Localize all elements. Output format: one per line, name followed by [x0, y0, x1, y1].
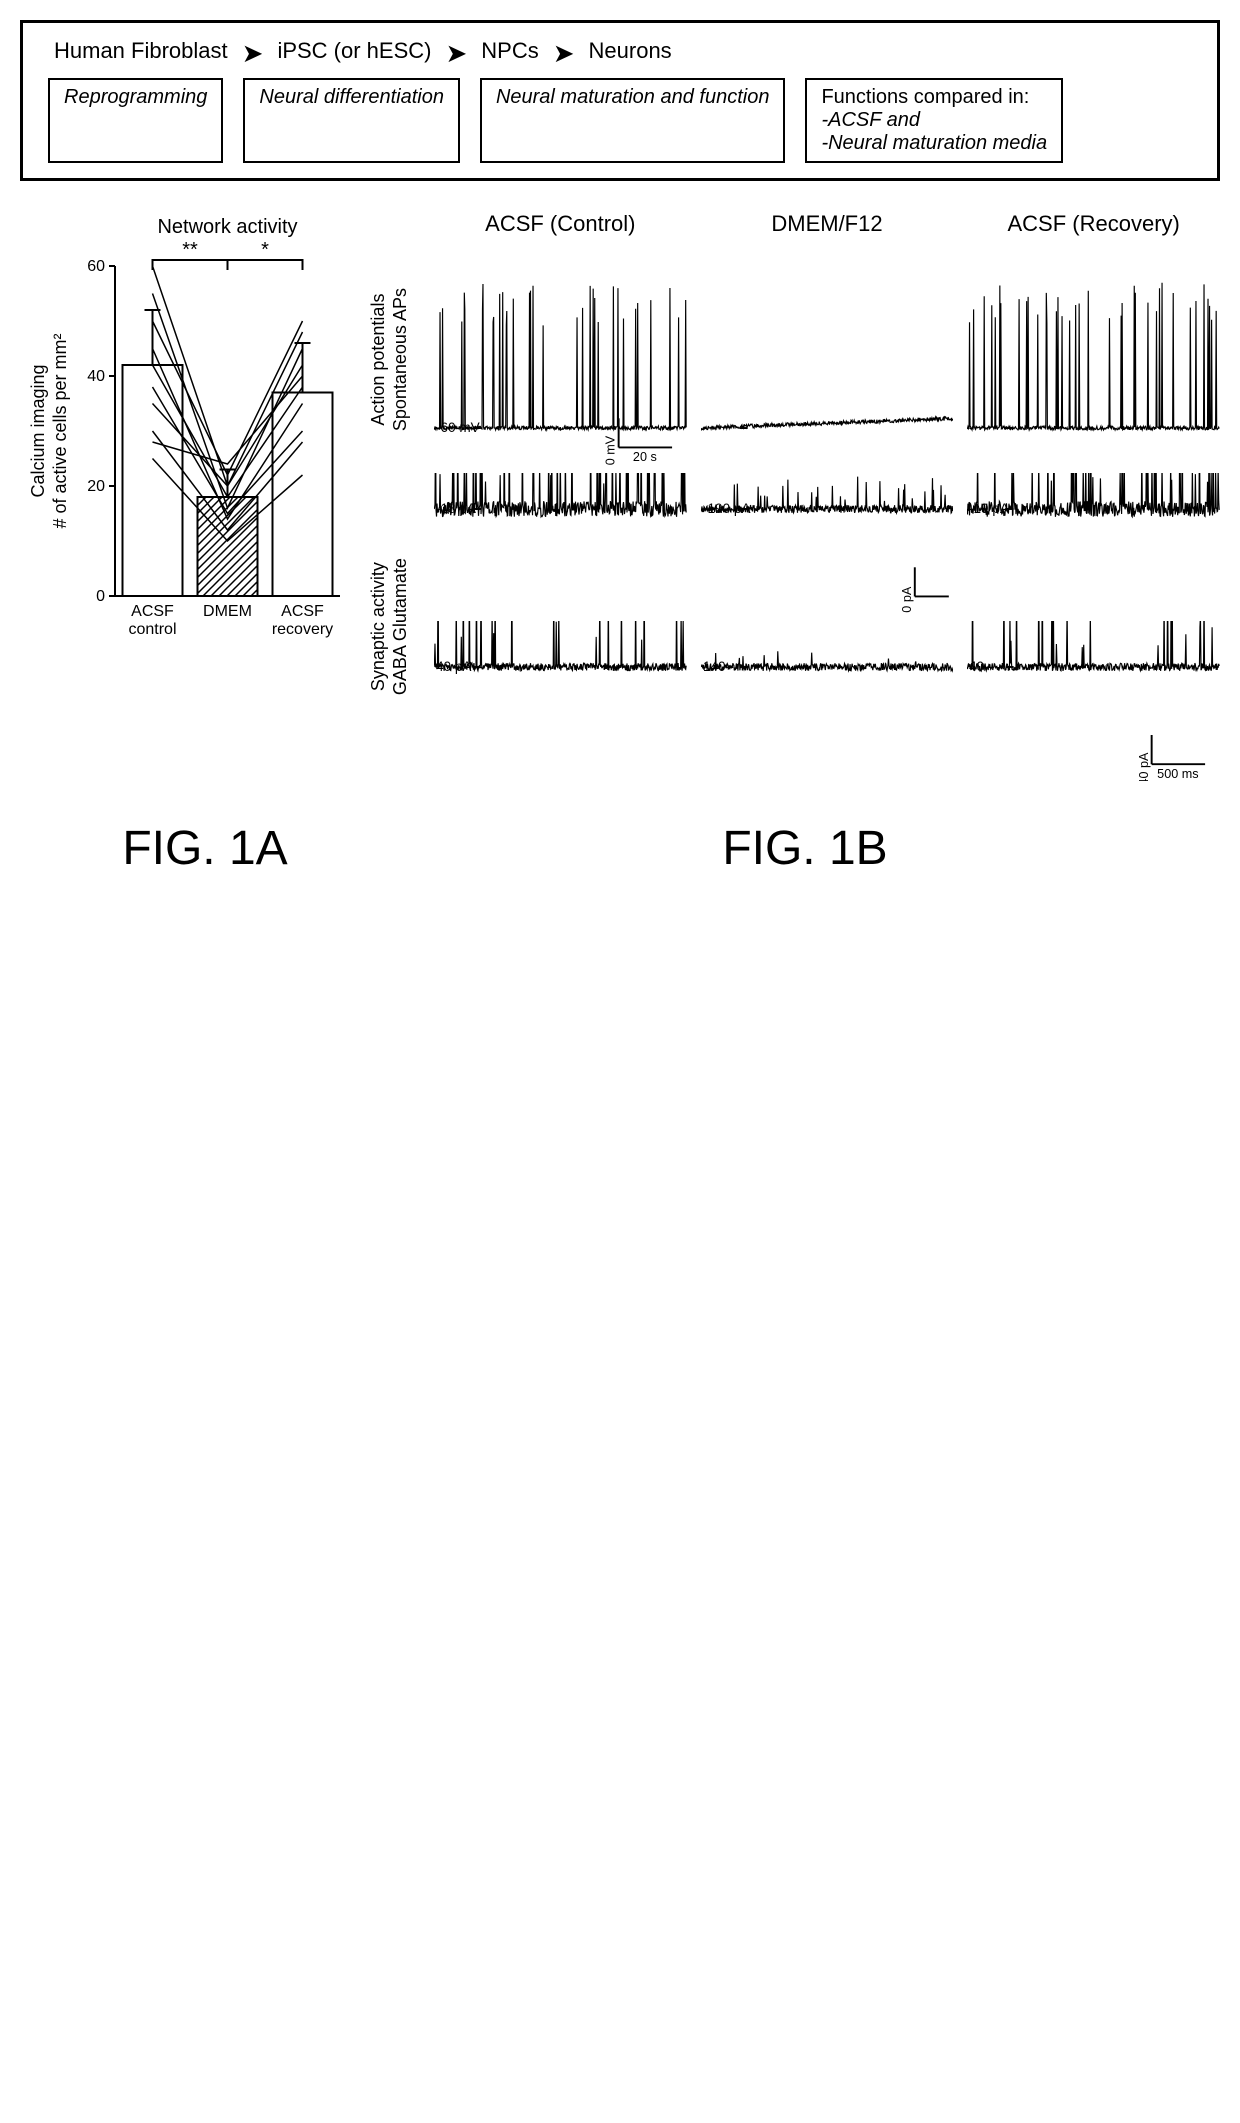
network-activity-chart: Network activity 0 20 40 60 Calcium imaging# …	[20, 211, 350, 681]
svg-text:DMEM: DMEM	[203, 603, 252, 620]
svg-text:**: **	[182, 239, 198, 261]
workflow-stage-2: NPCs	[481, 38, 538, 64]
row-label-1: Synaptic activity GABA Glutamate	[360, 473, 420, 781]
trace-ap-recovery: -	[967, 255, 1220, 465]
workflow-stage-1: iPSC (or hESC)	[277, 38, 431, 64]
workflow-func-box: Functions compared in: -ACSF and -Neural…	[805, 78, 1063, 163]
trace-gaba-acsf: -18 pA	[434, 473, 687, 613]
col-header-1: DMEM/F12	[701, 211, 954, 237]
svg-text:recovery: recovery	[272, 621, 333, 638]
col-header-2: ACSF (Recovery)	[967, 211, 1220, 237]
workflow-step-1: Neural differentiation	[243, 78, 460, 163]
workflow-step-2: Neural maturation and function	[480, 78, 786, 163]
arrow-icon: ➤	[445, 40, 467, 66]
svg-text:500 ms: 500 ms	[1158, 767, 1199, 781]
trace-gaba-recovery: -19 pA	[967, 473, 1220, 613]
trace-glut-dmem: 140–	[701, 621, 954, 781]
col-header-0: ACSF (Control)	[434, 211, 687, 237]
row-label-0: Action potentials Spontaneous APs	[360, 255, 420, 465]
svg-text:ACSF: ACSF	[131, 603, 174, 620]
panel-b: ACSF (Control) DMEM/F12 ACSF (Recovery) …	[360, 211, 1220, 781]
svg-text:20 mV: 20 mV	[604, 435, 618, 465]
svg-text:-19 pA: -19 pA	[969, 501, 1010, 516]
arrow-icon: ➤	[242, 40, 264, 66]
svg-text:140–: 140–	[703, 659, 734, 674]
trace-glut-acsf: 40 pA –	[434, 621, 687, 781]
svg-text:0: 0	[96, 588, 105, 605]
svg-text:-: -	[703, 420, 708, 435]
arrow-icon: ➤	[553, 40, 575, 66]
fig-b-label: FIG. 1B	[390, 821, 1220, 876]
svg-text:-18 pA: -18 pA	[436, 501, 477, 516]
workflow-stage-3: Neurons	[589, 38, 672, 64]
workflow-stage-0: Human Fibroblast	[54, 38, 228, 64]
svg-text:40: 40	[87, 368, 105, 385]
func-item-0: -ACSF and	[821, 109, 1047, 132]
panel-a: Network activity 0 20 40 60 Calcium imaging# …	[20, 211, 350, 686]
fig-a-label: FIG. 1A	[20, 821, 390, 876]
trace-ap-acsf: -60 mV20 mV20 s	[434, 255, 687, 465]
svg-text:*: *	[261, 239, 269, 261]
trace-gaba-dmem: -190 pA20 pA	[701, 473, 954, 613]
func-header: Functions compared in:	[821, 86, 1047, 109]
svg-text:20 pA: 20 pA	[900, 586, 914, 613]
svg-text:control: control	[128, 621, 176, 638]
trace-glut-recovery: 40– 40 pA 500 ms	[967, 621, 1220, 781]
svg-text:40 pA: 40 pA	[1137, 752, 1151, 781]
svg-text:-: -	[969, 420, 974, 435]
svg-text:20: 20	[87, 478, 105, 495]
func-item-1: -Neural maturation media	[821, 132, 1047, 155]
workflow-box: Human Fibroblast ➤ iPSC (or hESC) ➤ NPCs…	[20, 20, 1220, 181]
svg-text:Calcium imaging: Calcium imaging	[28, 364, 48, 497]
svg-text:60: 60	[87, 258, 105, 275]
svg-text:40–: 40–	[969, 659, 992, 674]
trace-ap-dmem: -	[701, 255, 954, 465]
workflow-step-0: Reprogramming	[48, 78, 223, 163]
svg-text:# of active cells per mm²: # of active cells per mm²	[50, 333, 70, 528]
svg-text:20 s: 20 s	[633, 450, 657, 464]
svg-text:ACSF: ACSF	[281, 603, 324, 620]
svg-text:Network activity: Network activity	[157, 216, 297, 238]
